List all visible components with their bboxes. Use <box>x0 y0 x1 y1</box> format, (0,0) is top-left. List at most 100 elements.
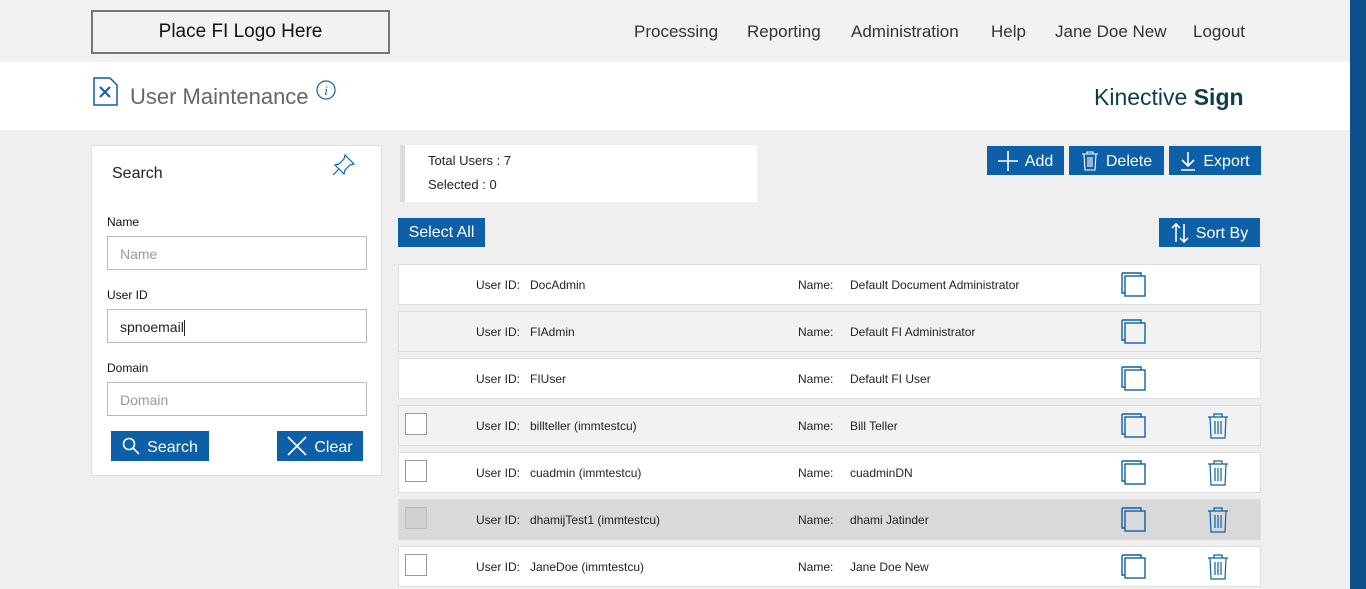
user-row[interactable]: User ID: JaneDoe (immtestcu) Name: Jane Doe… <box>398 546 1261 587</box>
delete-icon-svg <box>1208 413 1228 439</box>
button-icon[interactable] <box>1180 151 1196 171</box>
sort-icon[interactable] <box>1171 222 1189 243</box>
button-icon[interactable] <box>997 150 1018 171</box>
user-id-label: User ID: <box>476 278 521 292</box>
copy-icon-svg <box>1121 413 1146 438</box>
button-icon-svg <box>997 150 1018 171</box>
copy-icon[interactable] <box>1121 554 1147 583</box>
copy-icon-svg <box>1121 507 1146 532</box>
row-checkbox[interactable] <box>405 413 427 435</box>
user-name: dhami Jatinder <box>850 513 929 527</box>
button-icon-svg <box>122 437 140 455</box>
sort-by-button[interactable]: Sort By <box>1159 218 1260 247</box>
button-icon[interactable] <box>287 436 307 456</box>
field-label: Name <box>107 215 140 229</box>
name-label: Name: <box>798 372 834 386</box>
total-label: Total Users : <box>428 153 501 168</box>
search-title: Search <box>112 165 163 182</box>
search-button[interactable]: Search <box>111 431 209 461</box>
user-id: FIAdmin <box>530 325 575 339</box>
user-id: DocAdmin <box>530 278 586 292</box>
delete-icon[interactable] <box>1207 413 1229 442</box>
user-row[interactable]: User ID: FIAdmin Name: Default FI Administr… <box>398 311 1261 352</box>
nav-link[interactable]: Logout <box>1193 22 1245 41</box>
nav-link[interactable]: Help <box>991 22 1026 41</box>
user-id: JaneDoe (immtestcu) <box>530 560 645 574</box>
copy-icon[interactable] <box>1121 507 1147 536</box>
delete-icon[interactable] <box>1207 554 1229 583</box>
copy-icon-svg <box>1121 272 1146 297</box>
name-label: Name: <box>798 513 834 527</box>
copy-icon-svg <box>1121 554 1146 579</box>
logo: Place FI Logo Here <box>91 10 390 54</box>
button-icon[interactable] <box>1081 150 1099 171</box>
user-row[interactable]: User ID: DocAdmin Name: Default Document Ad… <box>398 264 1261 305</box>
name-label: Name: <box>798 419 834 433</box>
user-name: Jane Doe New <box>850 560 929 574</box>
input-value: spnoemail <box>120 319 184 335</box>
copy-icon[interactable] <box>1121 366 1147 395</box>
selected-label: Selected : <box>428 177 486 192</box>
user-name: Default Document Administrator <box>850 278 1020 292</box>
user-id-label: User ID: <box>476 560 521 574</box>
nav-link[interactable]: Jane Doe New <box>1055 22 1167 41</box>
row-checkbox[interactable] <box>405 507 427 529</box>
button-icon-svg <box>1181 151 1196 171</box>
nav-link[interactable]: Processing <box>634 22 719 41</box>
delete-icon[interactable] <box>1207 507 1229 536</box>
scrollbar[interactable] <box>1350 0 1366 589</box>
button-icon[interactable] <box>122 437 140 455</box>
action-button[interactable]: Delete <box>1069 146 1164 175</box>
action-button[interactable]: Export <box>1169 146 1261 175</box>
user-id-label: User ID: <box>476 466 521 480</box>
svg-text:i: i <box>324 83 328 98</box>
copy-icon[interactable] <box>1121 460 1147 489</box>
row-checkbox[interactable] <box>405 554 427 576</box>
total-users: Total Users : 7 <box>428 153 511 168</box>
text-input[interactable]: Domain <box>107 382 367 416</box>
pin-icon[interactable] <box>332 153 356 177</box>
user-id-label: User ID: <box>476 419 521 433</box>
user-row[interactable]: User ID: cuadmin (immtestcu) Name: cuadminD… <box>398 452 1261 493</box>
button-label: Export <box>1203 153 1250 170</box>
text-input[interactable]: Name <box>107 236 367 270</box>
selected-value: 0 <box>489 177 497 192</box>
user-id: dhamijTest1 (immtestcu) <box>530 513 661 527</box>
user-id-label: User ID: <box>476 372 521 386</box>
user-row[interactable]: User ID: FIUser Name: Default FI User <box>398 358 1261 399</box>
user-name: cuadminDN <box>850 466 913 480</box>
select-all-button[interactable]: Select All <box>398 218 485 247</box>
input-placeholder: Domain <box>120 392 169 408</box>
copy-icon-svg <box>1121 319 1146 344</box>
user-row[interactable]: User ID: billteller (immtestcu) Name: Bill … <box>398 405 1261 446</box>
delete-icon[interactable] <box>1207 460 1229 489</box>
user-id: cuadmin (immtestcu) <box>530 466 642 480</box>
delete-icon-svg <box>1208 460 1228 486</box>
brand-bold: Sign <box>1193 84 1244 110</box>
user-id: FIUser <box>530 372 566 386</box>
text-input[interactable]: spnoemail <box>107 309 367 343</box>
search-button[interactable]: Clear <box>277 431 363 461</box>
input-placeholder: Name <box>120 246 158 262</box>
copy-icon[interactable] <box>1121 272 1147 301</box>
user-row[interactable]: User ID: dhamijTest1 (immtestcu) Name: dham… <box>398 499 1261 540</box>
delete-icon-svg <box>1208 554 1228 580</box>
user-id-label: User ID: <box>476 325 521 339</box>
copy-icon-svg <box>1121 366 1146 391</box>
search-panel <box>91 145 382 476</box>
button-label: Add <box>1024 153 1054 170</box>
delete-icon-svg <box>1208 507 1228 533</box>
action-button[interactable]: Add <box>987 146 1064 175</box>
button-label: Clear <box>314 439 353 456</box>
name-label: Name: <box>798 278 834 292</box>
selected-users: Selected : 0 <box>428 177 497 192</box>
copy-icon[interactable] <box>1121 413 1147 442</box>
copy-icon[interactable] <box>1121 319 1147 348</box>
info-icon[interactable]: i <box>316 80 336 100</box>
row-checkbox[interactable] <box>405 460 427 482</box>
nav-link[interactable]: Reporting <box>747 22 821 41</box>
user-name: Bill Teller <box>850 419 898 433</box>
sort-icon-svg <box>1171 222 1189 243</box>
nav-link[interactable]: Administration <box>851 22 959 41</box>
